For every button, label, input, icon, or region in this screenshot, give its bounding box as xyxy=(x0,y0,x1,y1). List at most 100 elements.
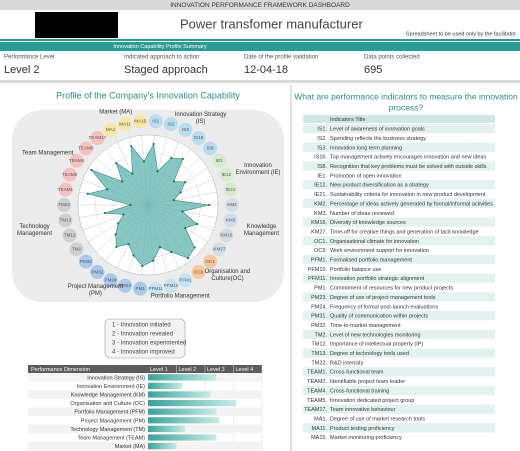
spoke-label-bg xyxy=(178,273,193,288)
spoke-label-bg xyxy=(191,130,206,145)
divider xyxy=(290,85,292,451)
radar-point xyxy=(179,191,182,194)
spoke-label-bg xyxy=(118,117,133,132)
indicator-code: IE12. xyxy=(314,183,327,189)
indicator-code: MA1. xyxy=(314,416,327,422)
radar-point xyxy=(195,222,199,226)
spoke-label-bg xyxy=(148,281,163,296)
indicator-row xyxy=(303,208,495,218)
bar xyxy=(148,391,211,398)
indicator-title: Top management actively encourages innov… xyxy=(330,155,486,161)
spoke-label: IS3 xyxy=(182,127,189,132)
indicator-code: IS16. xyxy=(314,155,327,161)
spoke-label: MA1 xyxy=(106,127,116,132)
indicator-row xyxy=(303,413,495,424)
indicator-title: New product diversification as a strateg… xyxy=(330,183,429,189)
indicator-code: PFM11. xyxy=(308,276,327,282)
radar-point xyxy=(172,180,175,183)
indicator-code: OC1. xyxy=(314,239,327,245)
indicator-title: Recognition that key problems must be so… xyxy=(330,164,487,170)
spoke-label-bg xyxy=(58,182,73,197)
radar-point xyxy=(170,250,173,254)
indicator-row xyxy=(303,376,495,386)
summary-value: Staged approach xyxy=(124,64,208,76)
indicator-code: KM3. xyxy=(314,211,327,217)
row-bg xyxy=(28,373,262,382)
indicator-title: Cross-functional team xyxy=(330,370,384,376)
bar-category: Market (MA) xyxy=(115,444,145,450)
summary-value: 12-04-18 xyxy=(244,64,288,76)
radar-point xyxy=(152,142,155,146)
rule xyxy=(0,39,520,41)
radar-point xyxy=(106,188,109,191)
indicator-title: Frequency of formal post-launch evaluati… xyxy=(330,304,438,310)
spoke-label-bg xyxy=(69,153,84,168)
spoke-label: IE1 xyxy=(216,158,223,163)
indicator-row xyxy=(303,301,495,311)
radar-point xyxy=(115,162,118,165)
indicator-code: TEAM17. xyxy=(304,407,327,413)
indicator-row xyxy=(303,367,495,377)
indicator-title: Portfolio balance use xyxy=(330,267,381,273)
spoke-label-bg xyxy=(178,122,193,137)
indicator-code: TEAM5. xyxy=(307,398,327,404)
indicator-code: TM13. xyxy=(311,351,327,357)
summary-label: Indicated approach to action xyxy=(124,55,199,61)
radar-point xyxy=(132,254,135,257)
indicator-code: TEAM4. xyxy=(307,388,327,394)
spoke-label: PFM11 xyxy=(149,286,164,291)
spoke-label-bg xyxy=(225,198,239,212)
row-bg xyxy=(28,390,262,399)
bar-table-header: Performance Dimension xyxy=(31,367,90,373)
spoke-label-bg xyxy=(103,122,118,137)
indicators-header-bg xyxy=(303,115,495,123)
indicator-code: PFM10. xyxy=(308,267,328,273)
summary-value: Level 2 xyxy=(4,64,39,76)
radar-point xyxy=(208,203,211,207)
radar-point xyxy=(122,213,125,216)
radar-point xyxy=(152,259,155,262)
radar-point xyxy=(193,246,196,249)
indicator-code: KM27. xyxy=(311,229,327,235)
row-bg xyxy=(28,407,262,416)
redacted-logo xyxy=(35,12,118,38)
bar-table-header-bg xyxy=(28,365,262,373)
indicator-row xyxy=(303,142,495,153)
bar-category: Knowledge Management (KM) xyxy=(71,392,145,398)
spoke-label-bg xyxy=(78,254,93,269)
spoke-label: KM27 xyxy=(213,246,225,251)
spoke-label: TEAM5 xyxy=(78,146,94,151)
radar-point xyxy=(121,180,124,183)
indicator-code: IS3. xyxy=(317,145,327,151)
radar-point xyxy=(184,180,187,184)
indicator-row xyxy=(303,133,495,143)
indicator-title: Promotion of open innovation xyxy=(330,173,402,179)
spoke-label: IS8 xyxy=(207,146,214,151)
spoke-label-bg xyxy=(58,213,73,228)
spoke-label-bg xyxy=(203,141,218,156)
indicator-row xyxy=(303,348,495,358)
spoke-label: PFM1 xyxy=(179,277,192,282)
radar-group-label: Knowledge Management xyxy=(243,224,279,238)
indicator-title: Innovation long term planning xyxy=(330,145,402,151)
spoke-label-bg xyxy=(219,228,234,243)
spoke-label-bg xyxy=(212,153,227,168)
level-legend-item: 1 - Innovation initiated xyxy=(112,323,171,329)
indicator-code: PM32. xyxy=(311,323,327,329)
bar-category: Project Management (PM) xyxy=(81,418,145,424)
radar-point xyxy=(114,233,117,236)
indicator-code: MA11. xyxy=(312,426,328,432)
indicator-row xyxy=(303,152,495,162)
radar-point xyxy=(181,157,184,161)
indicator-title: Time-to-market management xyxy=(330,323,401,329)
spoke-label: PM1 xyxy=(136,286,146,291)
row-bg xyxy=(28,441,262,451)
radar-title: Profile of the Company's Innovation Capa… xyxy=(56,90,240,100)
bar xyxy=(148,434,217,441)
spoke-label: PFM10 xyxy=(164,283,179,288)
indicator-code: PFM1. xyxy=(311,258,328,264)
spoke-label-bg xyxy=(69,242,84,257)
radar-point xyxy=(117,222,120,225)
radar-group-label: Market (MA) xyxy=(99,109,133,116)
indicator-title: Degree of use of project management tool… xyxy=(330,295,436,301)
